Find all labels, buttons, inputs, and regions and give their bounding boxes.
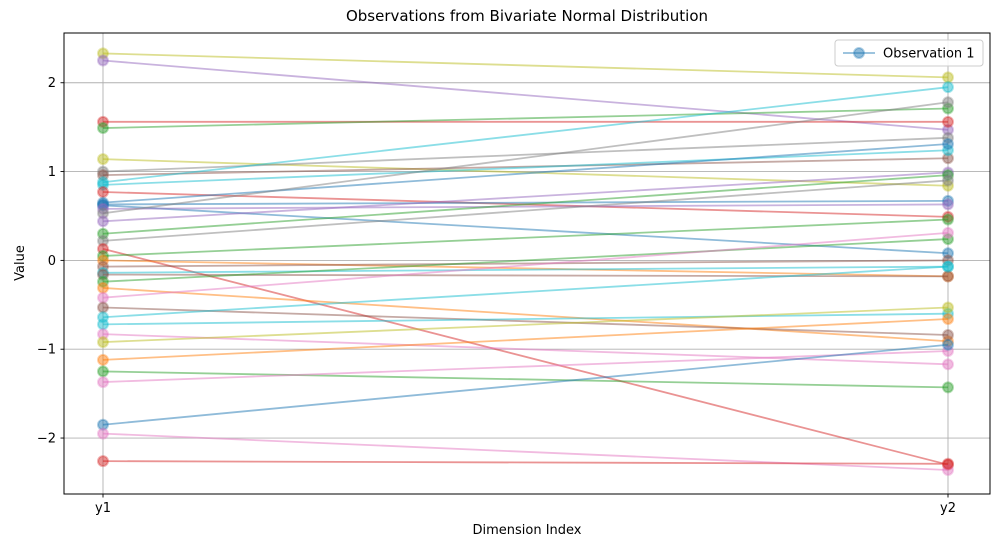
observation-marker	[97, 291, 109, 304]
observation-segment	[102, 333, 949, 366]
observation-segment	[102, 149, 949, 186]
y-tick-label: −2	[37, 432, 56, 447]
observation-line	[97, 301, 954, 349]
axis-ticks	[60, 82, 949, 498]
observation-segment	[102, 238, 949, 283]
observation-marker	[942, 138, 954, 151]
observation-marker	[942, 71, 954, 84]
observation-marker	[97, 281, 109, 294]
x-axis-label: Dimension Index	[472, 523, 581, 538]
observation-marker	[942, 260, 954, 273]
observation-marker	[942, 96, 954, 109]
observation-marker	[942, 174, 954, 187]
observation-marker	[97, 185, 109, 198]
observation-marker	[97, 455, 109, 468]
observation-segment	[102, 59, 949, 131]
observation-line	[97, 328, 954, 371]
observation-marker	[942, 457, 954, 470]
observation-marker	[97, 353, 109, 366]
observation-segment	[102, 265, 949, 319]
observation-series	[97, 47, 954, 477]
observation-marker	[97, 318, 109, 331]
observation-segment	[102, 318, 949, 361]
observation-segment	[102, 52, 949, 79]
x-tick-label: y2	[940, 501, 956, 516]
observation-marker	[97, 427, 109, 440]
y-tick-label: −1	[37, 343, 56, 358]
observation-marker	[97, 153, 109, 166]
legend-box	[834, 39, 984, 67]
observation-line	[97, 344, 954, 389]
observation-line	[97, 338, 954, 431]
observation-segment	[102, 107, 949, 129]
y-tick-label: 0	[48, 254, 56, 269]
y-axis-label: Value	[13, 245, 28, 281]
observation-line	[97, 102, 954, 135]
observation-marker	[97, 336, 109, 349]
observation-marker	[942, 213, 954, 226]
observation-segment	[102, 143, 949, 204]
observation-segment	[102, 370, 949, 389]
observation-line	[97, 260, 954, 324]
observation-segment	[102, 203, 949, 210]
axis-tick-labels: 2 1 0 −1 −2 y1 y2	[37, 76, 956, 516]
observation-marker	[97, 122, 109, 135]
observation-segment	[102, 265, 949, 274]
observation-segment	[102, 199, 949, 206]
observation-line	[97, 301, 954, 342]
observation-segment	[102, 312, 949, 326]
observation-segment	[102, 218, 949, 257]
observation-segment	[102, 306, 949, 344]
observation-marker	[942, 313, 954, 326]
observation-marker	[97, 54, 109, 67]
observation-marker	[942, 338, 954, 351]
observation-marker	[942, 115, 954, 128]
observation-line	[97, 455, 954, 470]
observation-marker	[942, 301, 954, 314]
observation-segment	[102, 343, 949, 426]
observation-marker	[942, 198, 954, 211]
observation-line	[97, 365, 954, 394]
observation-marker	[942, 329, 954, 342]
observation-segment	[102, 287, 949, 343]
observation-segment	[102, 174, 949, 235]
observation-marker	[97, 215, 109, 228]
chart-title: Observations from Bivariate Normal Distr…	[346, 7, 708, 25]
legend: Observation 1	[834, 39, 984, 67]
observation-segment	[102, 86, 949, 184]
y-tick-label: 2	[48, 76, 56, 91]
observation-marker	[942, 270, 954, 283]
observation-segment	[102, 350, 949, 383]
observation-marker	[97, 376, 109, 389]
observation-segment	[102, 179, 949, 242]
observation-marker	[942, 226, 954, 239]
observation-segment	[102, 460, 949, 465]
observation-segment	[102, 171, 949, 223]
observation-segment	[102, 231, 949, 299]
observation-line	[97, 54, 954, 136]
plot-border	[63, 32, 991, 495]
observation-marker	[942, 381, 954, 394]
observation-marker	[942, 81, 954, 94]
observation-line	[97, 313, 954, 366]
x-tick-label: y1	[95, 501, 111, 516]
observation-marker	[942, 358, 954, 371]
legend-marker-icon	[853, 47, 865, 59]
legend-label: Observation 1	[883, 47, 975, 62]
observation-marker	[97, 301, 109, 314]
observation-segment	[102, 101, 949, 215]
observation-marker	[97, 365, 109, 378]
observation-segment	[102, 259, 949, 268]
observation-segment	[102, 259, 949, 278]
observation-segment	[102, 306, 949, 336]
observation-segment	[102, 247, 949, 466]
y-tick-label: 1	[48, 165, 56, 180]
